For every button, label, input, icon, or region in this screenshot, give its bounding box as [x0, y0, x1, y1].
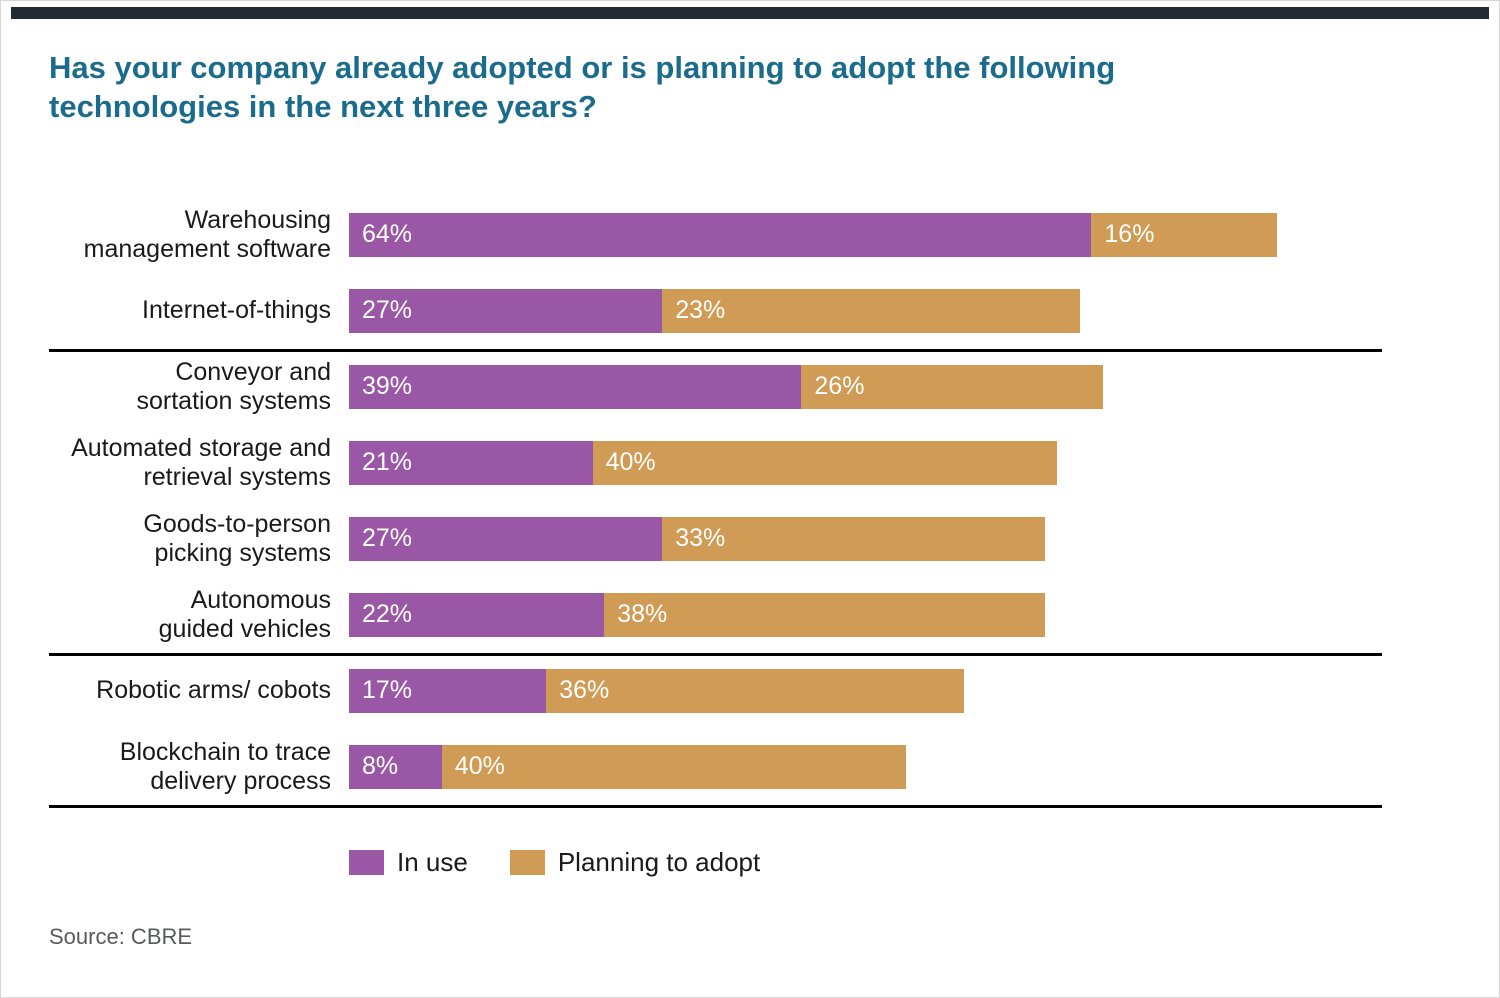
bar-value-label: 23% — [675, 296, 726, 324]
chart-row: Autonomous guided vehicles 22% 38% — [49, 586, 1499, 643]
legend: In use Planning to adopt — [349, 847, 1499, 878]
chart-row: Automated storage and retrieval systems 2… — [49, 434, 1499, 491]
legend-swatch-in-use — [349, 849, 384, 875]
bar-segment-in-use: 8% — [349, 744, 442, 789]
bar-segment-in-use: 27% — [349, 288, 663, 333]
category-label: Conveyor and sortation systems — [136, 357, 331, 415]
bar-segment-planning-to-adopt: 36% — [546, 668, 964, 713]
bar-value-label: 36% — [559, 676, 610, 704]
category-label: Automated storage and retrieval systems — [71, 433, 331, 491]
bar-segment-planning-to-adopt: 38% — [604, 592, 1045, 637]
separator-line — [49, 348, 1382, 352]
chart-row: Robotic arms/ cobots 17% 36% — [49, 668, 1499, 713]
category-label: Blockchain to trace delivery process — [119, 737, 331, 795]
bar-value-label: 16% — [1104, 220, 1155, 248]
category-label: Autonomous guided vehicles — [158, 585, 331, 643]
bar-group: 64% 16% — [349, 212, 1277, 257]
bar-segment-in-use: 39% — [349, 364, 802, 409]
bar-value-label: 40% — [605, 448, 656, 476]
bar-segment-in-use: 22% — [349, 592, 605, 637]
bar-segment-planning-to-adopt: 16% — [1091, 212, 1277, 257]
bar-segment-in-use: 21% — [349, 440, 593, 485]
bar-group: 27% 33% — [349, 516, 1045, 561]
bar-segment-planning-to-adopt: 23% — [662, 288, 1080, 333]
bar-value-label: 21% — [362, 448, 413, 476]
bar-value-label: 22% — [362, 600, 413, 628]
bar-value-label: 40% — [454, 752, 505, 780]
bar-segment-in-use: 27% — [349, 516, 663, 561]
bar-segment-planning-to-adopt: 40% — [441, 744, 906, 789]
chart-row: Blockchain to trace delivery process 8% 40… — [49, 738, 1499, 795]
category-label: Internet-of-things — [142, 296, 331, 324]
chart-row: Conveyor and sortation systems 39% 26% — [49, 358, 1499, 415]
bar-value-label: 33% — [675, 524, 726, 552]
separator-line — [49, 652, 1382, 656]
legend-swatch-planning-to-adopt — [509, 849, 545, 875]
chart-row: Warehousing management software 64% 16% — [49, 206, 1499, 263]
bar-group: 39% 26% — [349, 364, 1103, 409]
bar-segment-planning-to-adopt: 40% — [592, 440, 1057, 485]
separator-line — [49, 804, 1382, 808]
bar-group: 21% 40% — [349, 440, 1057, 485]
legend-label-in-use: In use — [397, 846, 468, 877]
category-label: Robotic arms/ cobots — [96, 676, 331, 704]
bar-group: 22% 38% — [349, 592, 1045, 637]
bar-value-label: 17% — [362, 676, 413, 704]
bar-group: 8% 40% — [349, 744, 906, 789]
bar-group: 27% 23% — [349, 288, 1080, 333]
top-accent-bar — [11, 7, 1489, 19]
bar-segment-planning-to-adopt: 33% — [662, 516, 1045, 561]
chart-row: Goods-to-person picking systems 27% 33% — [49, 510, 1499, 567]
bar-value-label: 27% — [362, 524, 413, 552]
bar-segment-in-use: 64% — [349, 212, 1092, 257]
bar-value-label: 27% — [362, 296, 413, 324]
bar-value-label: 8% — [362, 752, 399, 780]
bar-value-label: 26% — [814, 372, 865, 400]
source-note: Source: CBRE — [49, 923, 193, 949]
bar-value-label: 39% — [362, 372, 413, 400]
bar-segment-in-use: 17% — [349, 668, 547, 713]
bar-value-label: 64% — [362, 220, 413, 248]
chart-area: Warehousing management software 64% 16% Int… — [1, 206, 1499, 808]
chart-rows: Warehousing management software 64% 16% Int… — [49, 206, 1499, 808]
bar-value-label: 38% — [617, 600, 668, 628]
bar-segment-planning-to-adopt: 26% — [801, 364, 1103, 409]
bar-group: 17% 36% — [349, 668, 964, 713]
category-label: Warehousing management software — [83, 205, 331, 263]
category-label: Goods-to-person picking systems — [143, 509, 331, 567]
chart-title: Has your company already adopted or is p… — [49, 50, 1116, 124]
legend-label-planning-to-adopt: Planning to adopt — [557, 846, 761, 877]
chart-row: Internet-of-things 27% 23% — [49, 288, 1499, 333]
